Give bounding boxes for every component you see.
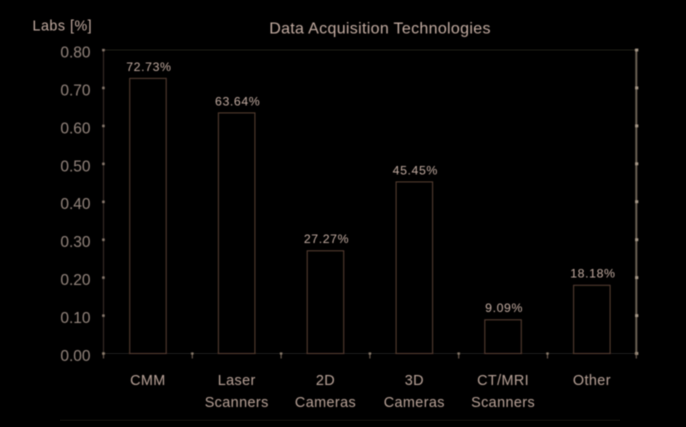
svg-text:0.00: 0.00 xyxy=(60,348,91,365)
svg-text:27.27%: 27.27% xyxy=(304,232,349,246)
svg-text:Data Acquisition Technologies: Data Acquisition Technologies xyxy=(269,21,491,38)
svg-text:CMM: CMM xyxy=(130,373,166,389)
svg-text:0.10: 0.10 xyxy=(60,310,91,327)
svg-text:2D: 2D xyxy=(316,373,335,389)
svg-text:Scanners: Scanners xyxy=(471,395,535,411)
svg-text:Laser: Laser xyxy=(218,373,256,389)
svg-text:Cameras: Cameras xyxy=(295,395,356,411)
svg-text:CT/MRI: CT/MRI xyxy=(477,373,529,389)
svg-text:3D: 3D xyxy=(405,373,424,389)
svg-text:18.18%: 18.18% xyxy=(570,267,615,281)
svg-text:63.64%: 63.64% xyxy=(215,94,260,108)
svg-text:Labs [%]: Labs [%] xyxy=(33,19,93,35)
svg-text:0.20: 0.20 xyxy=(60,272,91,289)
svg-text:0.80: 0.80 xyxy=(60,45,91,62)
svg-text:Cameras: Cameras xyxy=(384,395,445,411)
svg-text:0.30: 0.30 xyxy=(60,234,91,251)
svg-text:72.73%: 72.73% xyxy=(126,60,171,74)
svg-text:9.09%: 9.09% xyxy=(485,301,523,315)
svg-text:0.40: 0.40 xyxy=(60,196,91,213)
svg-text:Other: Other xyxy=(573,373,611,389)
svg-text:Scanners: Scanners xyxy=(205,395,269,411)
svg-text:0.70: 0.70 xyxy=(60,82,91,99)
svg-text:0.50: 0.50 xyxy=(60,158,91,175)
svg-text:0.60: 0.60 xyxy=(60,120,91,137)
svg-text:45.45%: 45.45% xyxy=(393,163,438,177)
